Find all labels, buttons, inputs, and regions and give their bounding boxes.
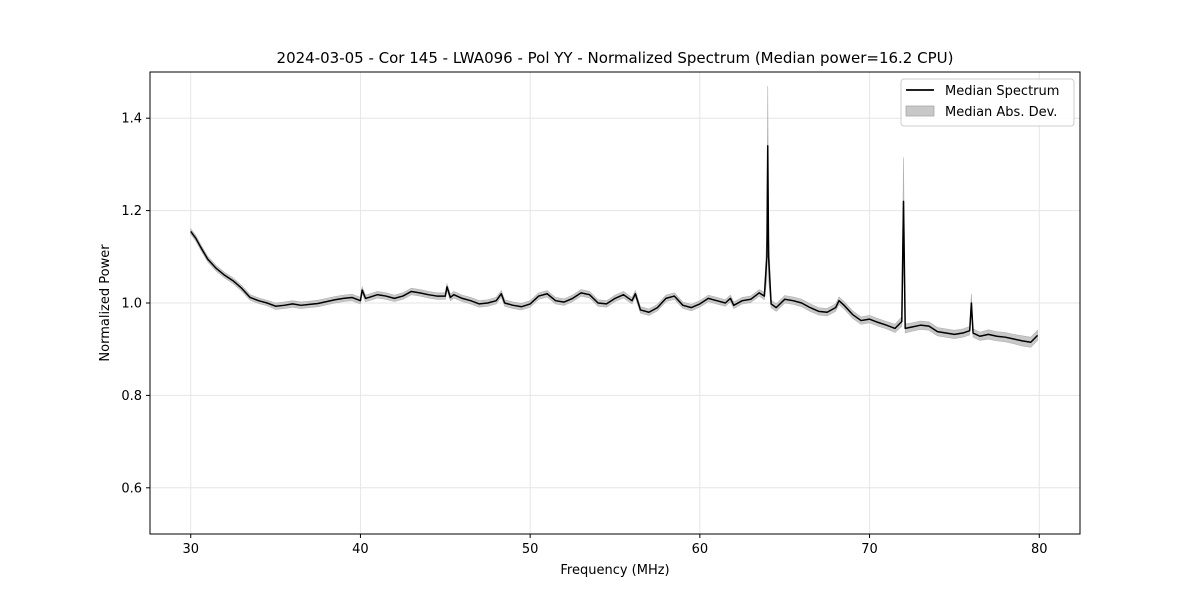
- y-tick-label: 1.0: [121, 297, 142, 312]
- y-tick-label: 0.6: [121, 481, 142, 496]
- mad-band-layer: [190, 85, 1038, 348]
- legend-mad-swatch: [905, 105, 935, 117]
- x-tick-label: 50: [522, 542, 539, 557]
- y-tick-label: 1.4: [121, 112, 142, 127]
- y-tick-label: 1.2: [121, 204, 142, 219]
- x-axis-label: Frequency (MHz): [560, 563, 669, 578]
- x-tick-label: 60: [692, 542, 709, 557]
- legend: Median Spectrum Median Abs. Dev.: [900, 78, 1075, 127]
- legend-mad-label: Median Abs. Dev.: [945, 105, 1057, 120]
- y-axis-label: Normalized Power: [98, 244, 113, 362]
- x-tick-label: 80: [1031, 542, 1048, 557]
- x-tick-label: 70: [861, 542, 878, 557]
- x-tick-label: 40: [352, 542, 369, 557]
- x-ticks: 30 40 50 60 70 80: [182, 534, 1048, 557]
- legend-box: [900, 78, 1075, 127]
- x-tick-label: 30: [182, 542, 199, 557]
- mad-band: [190, 85, 1038, 348]
- y-ticks: 0.6 0.8 1.0 1.2 1.4: [121, 112, 150, 496]
- median-line-layer: [190, 145, 1039, 344]
- median-spectrum-line: [190, 145, 1039, 344]
- chart-title: 2024-03-05 - Cor 145 - LWA096 - Pol YY -…: [277, 49, 954, 67]
- legend-median-label: Median Spectrum: [945, 84, 1059, 99]
- y-tick-label: 0.8: [121, 389, 142, 404]
